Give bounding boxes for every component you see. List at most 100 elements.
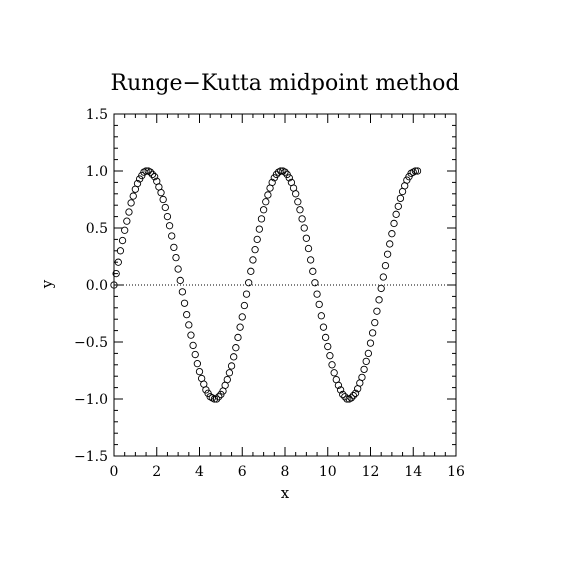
data-point: [330, 369, 338, 377]
data-point: [195, 367, 204, 376]
data-point: [215, 393, 223, 401]
data-point: [165, 222, 174, 230]
data-point: [127, 199, 135, 207]
data-point: [236, 323, 244, 331]
data-point: [368, 329, 377, 337]
data-point: [114, 258, 122, 266]
data-point: [411, 167, 420, 175]
data-point: [296, 206, 304, 214]
data-point: [146, 168, 154, 176]
data-point: [392, 210, 400, 218]
data-point: [390, 219, 398, 228]
data-point: [339, 390, 347, 399]
data-point: [313, 290, 321, 298]
data-point: [311, 279, 319, 287]
data-point: [394, 202, 402, 210]
data-point: [268, 178, 276, 187]
data-point: [150, 173, 159, 181]
data-point: [264, 191, 272, 199]
data-point: [110, 281, 118, 289]
data-point: [309, 267, 317, 275]
data-point: [351, 389, 360, 397]
data-point: [336, 386, 345, 394]
data-point: [161, 203, 169, 212]
data-point: [364, 349, 373, 358]
data-point: [360, 365, 368, 374]
data-point: [324, 342, 332, 351]
x-tick-label: 10: [319, 464, 337, 480]
data-point: [210, 395, 219, 403]
data-point: [349, 391, 358, 400]
data-point: [230, 353, 238, 361]
data-point: [168, 232, 176, 240]
data-point: [255, 225, 263, 233]
data-point: [170, 243, 178, 252]
data-point: [262, 198, 270, 206]
data-point: [178, 288, 187, 296]
data-point: [304, 244, 313, 253]
data-point: [180, 299, 189, 307]
data-point: [317, 312, 325, 320]
data-point: [223, 375, 231, 384]
chart-title: Runge−Kutta midpoint method: [111, 71, 460, 96]
data-point: [292, 190, 300, 198]
data-point: [281, 168, 289, 176]
data-point: [285, 174, 293, 182]
data-point: [334, 381, 343, 389]
data-point: [277, 167, 285, 175]
data-point: [227, 362, 236, 370]
data-point: [249, 256, 257, 264]
data-point: [375, 296, 383, 304]
plot-area: 0 2 4 6 8 10 12 14 16 −1.5 −1.0 −0.5 0.0 0.5 1.0 1.5: [74, 107, 465, 480]
data-point: [315, 300, 323, 309]
data-point: [142, 167, 150, 175]
data-point: [185, 321, 193, 329]
x-tick-label: 0: [110, 464, 119, 480]
data-point: [187, 331, 195, 339]
y-tick-label: 1.0: [86, 164, 108, 180]
data-point: [321, 333, 330, 342]
data-point: [257, 215, 266, 223]
data-point: [245, 279, 253, 287]
data-point: [247, 267, 255, 275]
data-point: [388, 230, 396, 238]
data-point: [234, 333, 242, 342]
data-point: [238, 313, 246, 321]
x-tick-label: 4: [195, 464, 204, 480]
y-tick-label: −1.5: [74, 449, 108, 465]
data-point: [319, 323, 328, 331]
x-tick-label: 6: [238, 464, 247, 480]
data-point: [347, 394, 355, 402]
data-point: [157, 189, 165, 197]
x-tick-label: 16: [447, 464, 465, 480]
data-point: [396, 194, 405, 203]
x-tick-label: 8: [281, 464, 290, 480]
x-tick-label: 2: [152, 464, 161, 480]
data-point: [232, 344, 240, 352]
data-point: [112, 269, 120, 278]
x-axis-label: x: [281, 484, 290, 502]
x-tick-label: 14: [404, 464, 422, 480]
data-point: [212, 395, 221, 403]
data-point: [191, 350, 199, 359]
data-point: [125, 208, 133, 216]
data-point: [379, 273, 387, 281]
y-tick-label: 1.5: [86, 107, 108, 123]
data-point: [133, 179, 142, 188]
data-point: [172, 253, 180, 262]
data-point: [377, 284, 385, 293]
data-point: [298, 215, 306, 223]
data-point: [300, 224, 308, 232]
data-point: [259, 206, 268, 214]
data-point: [174, 265, 182, 273]
data-point: [163, 212, 172, 221]
data-point: [183, 310, 191, 319]
data-point: [294, 198, 302, 206]
data-point: [413, 167, 422, 175]
data-point: [343, 395, 351, 403]
y-tick-label: 0.5: [86, 221, 108, 237]
data-point: [116, 247, 125, 255]
data-point: [159, 195, 167, 204]
data-point: [383, 250, 392, 258]
